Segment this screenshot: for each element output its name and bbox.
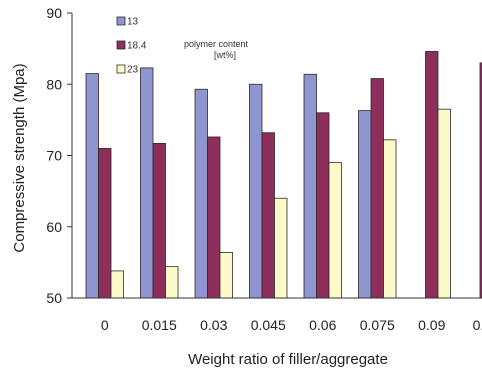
bar-13-0-03 xyxy=(194,88,208,299)
y-tick-label: 50 xyxy=(46,290,62,306)
x-tick-label: 0.075 xyxy=(360,317,395,333)
bar-18-4-0-045 xyxy=(261,132,275,299)
annotation-line: polymer content xyxy=(184,39,249,49)
bar-13-0-075 xyxy=(358,110,372,299)
bar-23-0-045 xyxy=(274,197,288,299)
legend-label: 23 xyxy=(127,65,139,76)
bar-23-0-06 xyxy=(328,162,342,299)
legend-label: 18.4 xyxy=(127,41,147,52)
bar-23-0-015 xyxy=(165,266,179,299)
x-tick-label: 0.06 xyxy=(309,317,336,333)
bar-13-0-015 xyxy=(140,67,154,299)
x-tick-label: 0.09 xyxy=(418,317,445,333)
bar-18-4-0-075 xyxy=(370,78,384,299)
bar-18-4-0-03 xyxy=(207,136,221,299)
polymer-content-annotation: polymer content [wt%] xyxy=(184,39,249,60)
bar-18-4-0-12 xyxy=(479,62,482,299)
x-axis: 0 0.015 0.03 0.045 0.06 0.075 0.09 0.12 xyxy=(72,297,482,333)
bar-13-0-045 xyxy=(249,83,263,299)
legend-swatch xyxy=(116,16,126,26)
legend-swatch xyxy=(116,64,126,74)
legend-label: 13 xyxy=(127,17,139,28)
x-tick-label: 0.03 xyxy=(200,317,227,333)
legend-swatch xyxy=(116,40,126,50)
x-tick-label: 0.015 xyxy=(142,317,177,333)
y-axis: 50 60 70 80 90 xyxy=(46,5,73,306)
bar-23-0-03 xyxy=(219,251,233,299)
bar-18-4-0-09 xyxy=(425,51,439,299)
x-axis-title: Weight ratio of filler/aggregate xyxy=(188,351,388,368)
bar-23-0-075 xyxy=(383,139,397,299)
y-tick-label: 60 xyxy=(46,219,62,235)
annotation-line: [wt%] xyxy=(214,50,236,60)
bar-13-0 xyxy=(85,73,99,299)
legend: 13 18.4 23 xyxy=(116,16,147,76)
x-tick-label: 0.045 xyxy=(251,317,286,333)
bar-13-0-06 xyxy=(303,73,317,299)
x-tick-label: 0.12 xyxy=(473,317,482,333)
x-tick-label: 0 xyxy=(101,317,109,333)
y-tick-label: 70 xyxy=(46,148,62,164)
y-tick-label: 80 xyxy=(46,76,62,92)
bar-18-4-0-015 xyxy=(152,142,166,299)
bar-23-0-09 xyxy=(437,108,451,299)
bars xyxy=(85,51,482,299)
bar-18-4-0-06 xyxy=(316,112,330,299)
bar-23-0 xyxy=(110,270,124,299)
y-axis-title: Compressive strength (Mpa) xyxy=(11,63,28,252)
bar-18-4-0 xyxy=(98,147,112,299)
y-tick-label: 90 xyxy=(46,5,62,21)
